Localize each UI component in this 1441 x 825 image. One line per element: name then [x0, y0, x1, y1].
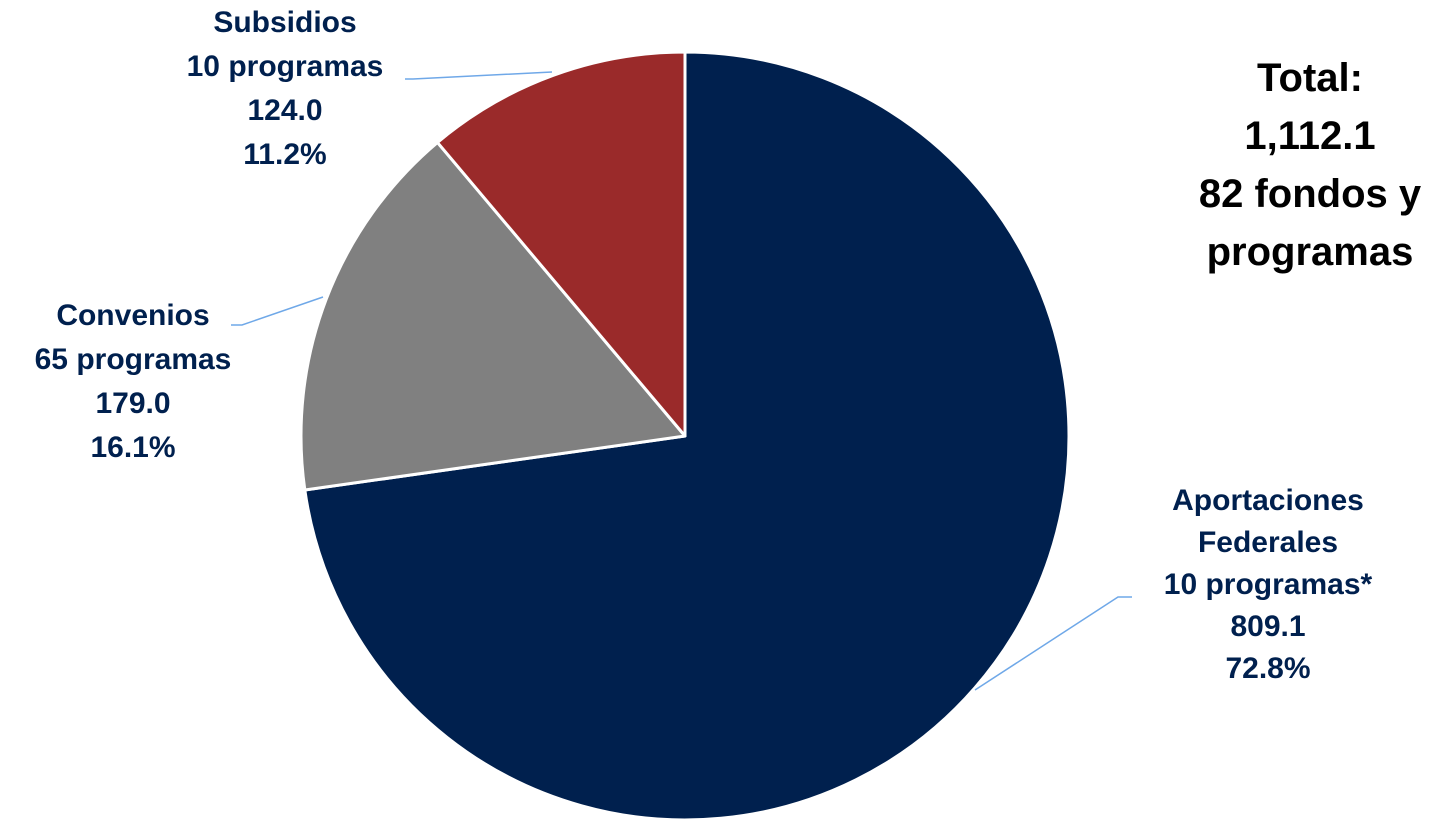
data-label-line: Aportaciones: [1172, 484, 1364, 517]
total-annotation-line: 1,112.1: [1244, 114, 1375, 158]
data-label-aportaciones-federales: Aportaciones Federales 10 programas* 809.1 7…: [1164, 484, 1373, 685]
data-label-line: Convenios: [56, 299, 209, 332]
data-label-subsidios: Subsidios 10 programas 124.0 11.2%: [187, 6, 384, 171]
data-label-line: 10 programas: [187, 50, 384, 83]
data-label-line: Subsidios: [213, 6, 356, 39]
leader-lines-layer: [231, 71, 1132, 691]
total-annotation: Total: 1,112.1 82 fondos y programas: [1199, 56, 1422, 274]
data-label-line: 10 programas*: [1164, 568, 1373, 601]
data-label-line: 809.1: [1230, 610, 1305, 643]
pie-slice-aportaciones-federales: [303, 50, 1071, 822]
total-annotation-line: 82 fondos y: [1199, 172, 1422, 216]
data-label-line: Federales: [1198, 526, 1338, 559]
leader-line-aportaciones-federales: [974, 596, 1132, 691]
total-annotation-line: programas: [1207, 230, 1414, 274]
data-label-line: 16.1%: [90, 431, 175, 464]
slices-layer: [299, 50, 1071, 822]
leader-line-subsidios: [405, 71, 553, 80]
data-label-line: 65 programas: [35, 343, 232, 376]
data-label-line: 11.2%: [243, 138, 326, 171]
data-label-line: 124.0: [247, 94, 322, 127]
data-label-convenios: Convenios 65 programas 179.0 16.1%: [35, 299, 232, 464]
data-label-line: 179.0: [95, 387, 170, 420]
leader-line-convenios: [231, 296, 324, 326]
data-label-line: 72.8%: [1225, 652, 1310, 685]
pie-slice-subsidios: [435, 50, 687, 438]
pie-slice-convenios: [299, 140, 687, 492]
data-labels-layer: Aportaciones Federales 10 programas* 809.1 7…: [35, 6, 1373, 685]
total-annotation-line: Total:: [1257, 56, 1363, 100]
